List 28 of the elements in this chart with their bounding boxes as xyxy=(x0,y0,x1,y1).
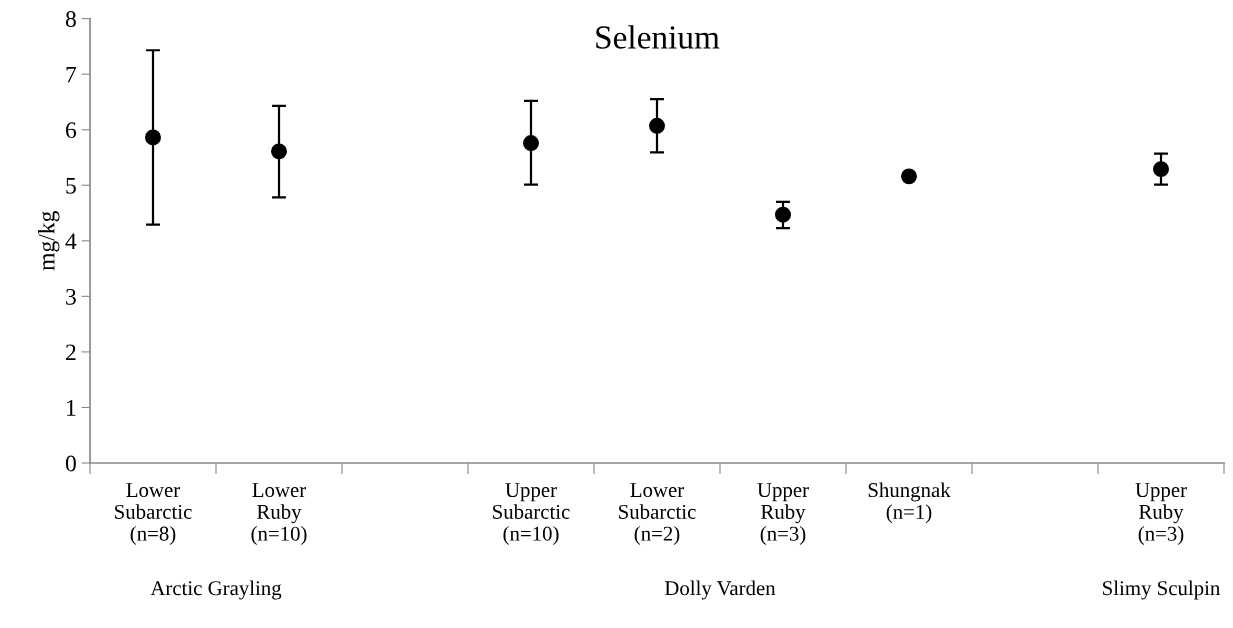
y-tick-label: 0 xyxy=(65,455,76,472)
chart-title: Selenium xyxy=(596,25,720,49)
x-tick-label: Upper Subarctic (n=10) xyxy=(493,483,570,545)
point xyxy=(1153,161,1169,178)
point xyxy=(145,129,161,146)
y-tick-label: 5 xyxy=(66,177,76,194)
text: Dolly Varden xyxy=(664,580,776,600)
point xyxy=(523,135,539,152)
y-axis-title: mg/kg xyxy=(37,211,60,271)
text: Arctic Grayling xyxy=(150,580,282,600)
y-tick-label: 8 xyxy=(65,11,76,28)
y-tick-label: 3 xyxy=(66,288,76,305)
x-tick-label: Upper Ruby (n=3) xyxy=(1135,483,1187,545)
point xyxy=(901,168,917,185)
x-tick-label: Upper Ruby (n=3) xyxy=(757,483,809,545)
x-tick-label: Lower Ruby (n=10) xyxy=(251,483,307,545)
x-tick-label: Lower Subarctic (n=8) xyxy=(115,483,192,545)
y-tick-label: 1 xyxy=(67,400,76,416)
point xyxy=(775,206,791,223)
y-tick-label: 4 xyxy=(65,233,77,249)
y-tick-label: 7 xyxy=(66,66,77,83)
text: Slimy Sculpin xyxy=(1103,580,1221,600)
x-tick-label: Shungnak (n=1) xyxy=(868,482,951,524)
point xyxy=(649,117,665,134)
y-tick-label: 2 xyxy=(66,344,76,361)
x-tick-label: Lower Subarctic (n=2) xyxy=(619,483,696,545)
y-tick-label: 6 xyxy=(66,122,77,139)
point xyxy=(271,143,287,160)
